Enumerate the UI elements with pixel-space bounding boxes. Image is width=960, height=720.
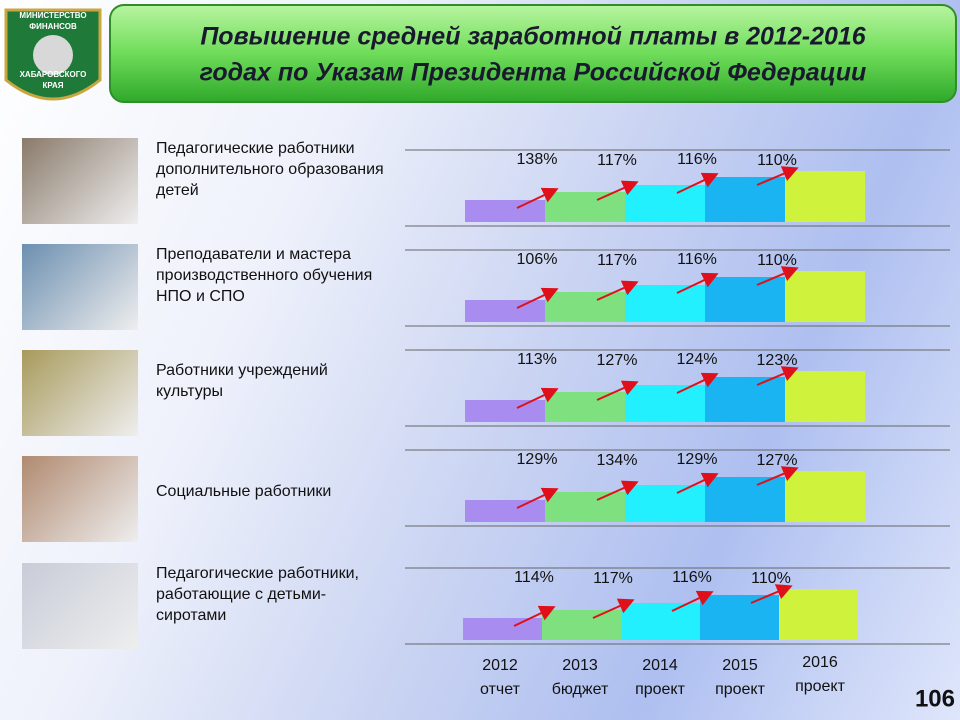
growth-label: 129% [517, 451, 558, 468]
bar [625, 385, 705, 422]
arrow [756, 266, 799, 286]
growth-label: 114% [514, 569, 554, 586]
logo-text: МИНИСТЕРСТВО [19, 11, 86, 20]
year: 2012 [482, 657, 518, 674]
growth-label: 110% [757, 252, 797, 269]
bar [785, 371, 865, 422]
year: 2015 [722, 657, 758, 674]
growth-label: 116% [677, 151, 717, 168]
bar [700, 595, 779, 640]
bar [705, 177, 785, 222]
growth-label: 129% [677, 451, 718, 468]
row-label: Социальные работники [156, 483, 332, 500]
growth-label: 116% [677, 251, 717, 268]
bar [705, 277, 785, 322]
bar [705, 377, 785, 422]
logo-text: КРАЯ [42, 81, 63, 90]
arrow [516, 487, 559, 509]
page-number: 106 [915, 685, 955, 712]
growth-label: 134% [597, 452, 638, 469]
logo: МИНИСТЕРСТВО ФИНАНСОВ ХАБАРОВСКОГО КРАЯ [4, 8, 102, 101]
arrow [676, 472, 719, 494]
arrow [671, 590, 714, 612]
growth-label: 138% [517, 151, 558, 168]
growth-label: 116% [672, 569, 712, 586]
year-note: проект [715, 681, 766, 698]
bar [779, 589, 858, 640]
bar [545, 492, 625, 522]
year-note: проект [635, 681, 686, 698]
growth-label: 106% [517, 251, 558, 268]
arrow [513, 605, 556, 627]
growth-label: 123% [757, 352, 798, 369]
arrow [516, 287, 559, 309]
bar [545, 392, 625, 422]
growth-label: 117% [597, 152, 637, 169]
title-box [109, 4, 957, 103]
bar [625, 185, 705, 222]
arrow [516, 387, 559, 409]
bar [545, 192, 625, 222]
growth-label: 124% [677, 351, 718, 368]
arrow [676, 272, 719, 294]
growth-label: 113% [517, 351, 557, 368]
bar [465, 400, 545, 422]
growth-label: 117% [597, 252, 637, 269]
bar [705, 477, 785, 522]
year: 2016 [802, 654, 838, 671]
row-label: Педагогические работники дополнительного… [156, 140, 384, 199]
arrow [516, 187, 559, 209]
year-note: отчет [480, 681, 521, 698]
row-label: Преподаватели и мастера производственног… [156, 246, 373, 305]
arrow [756, 366, 799, 386]
bar [542, 610, 621, 640]
year: 2013 [562, 657, 598, 674]
arrow [596, 280, 639, 301]
photo [22, 138, 138, 224]
growth-label: 127% [597, 352, 638, 369]
bar [625, 485, 705, 522]
bar [785, 271, 865, 322]
row-label: Педагогические работники, работающие с д… [156, 565, 359, 624]
arrow [676, 372, 719, 394]
arrow [596, 380, 639, 401]
bar [465, 300, 545, 322]
growth-label: 117% [593, 570, 633, 587]
row-label: Работники учреждений культуры [156, 362, 328, 400]
arrow [676, 172, 719, 194]
bar [625, 285, 705, 322]
bar [465, 500, 545, 522]
arrow [750, 584, 793, 604]
bar [621, 603, 700, 640]
bar [785, 171, 865, 222]
logo-text: ХАБАРОВСКОГО [20, 70, 87, 79]
year: 2014 [642, 657, 678, 674]
bar [463, 618, 542, 640]
title-line: Повышение средней заработной платы в 201… [200, 23, 866, 51]
bar [785, 471, 865, 522]
arrow [756, 166, 799, 186]
arrow [596, 180, 639, 201]
growth-label: 127% [757, 452, 798, 469]
photo [22, 244, 138, 330]
arrow [756, 466, 799, 486]
bar [545, 292, 625, 322]
year-note: бюджет [552, 681, 609, 698]
year-note: проект [795, 678, 846, 695]
photo [22, 563, 138, 649]
arrow [596, 480, 639, 501]
bar [465, 200, 545, 222]
photo [22, 456, 138, 542]
growth-label: 110% [757, 152, 797, 169]
growth-label: 110% [751, 570, 791, 587]
arrow [592, 598, 635, 619]
photo [22, 350, 138, 436]
title-line: годах по Указам Президента Российской Фе… [200, 59, 867, 87]
logo-text: ФИНАНСОВ [29, 22, 77, 31]
